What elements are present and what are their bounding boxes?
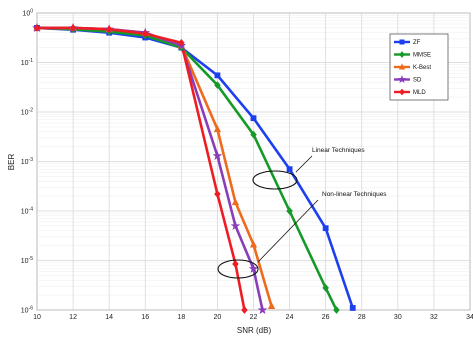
legend-marker-k-best (398, 63, 406, 70)
annotation-ellipse-linear (252, 170, 298, 190)
data-point-mld (178, 38, 185, 47)
legend-marker-zf (399, 39, 405, 45)
legend-label-zf: ZF (413, 40, 421, 46)
x-tick-label: 16 (141, 314, 149, 321)
series-line-mmse (36, 26, 338, 311)
data-point-sd (230, 220, 241, 230)
x-tick-label: 14 (105, 314, 113, 321)
y-tick-label: 10-5 (21, 256, 33, 265)
data-point-mmse (333, 306, 340, 314)
y-tick-label: 10-3 (21, 157, 33, 166)
legend-label-mmse: MMSE (413, 53, 431, 59)
data-point-mld (69, 24, 77, 32)
y-tick-label: 10-4 (21, 207, 33, 216)
x-tick-label: 18 (177, 314, 185, 321)
series-markers (32, 22, 356, 315)
x-tick-label: 28 (358, 314, 366, 321)
x-tick-label: 20 (214, 314, 222, 321)
x-axis-label: SNR (dB) (237, 326, 272, 335)
series-line-mld (37, 26, 246, 311)
x-tick-label: 12 (69, 314, 77, 321)
y-axis-label: BER (7, 154, 16, 171)
data-point-zf (322, 225, 329, 232)
data-point-mmse (286, 207, 293, 215)
data-point-mld (232, 260, 239, 268)
data-point-zf (349, 305, 356, 311)
annotation-nonlinear: Non-linear Techniques (217, 191, 387, 279)
y-tick-labels: 100 10-1 10-2 10-3 10-4 10-5 10-6 (21, 9, 33, 315)
data-point-k-best (267, 302, 276, 309)
data-point-sd (248, 263, 259, 273)
data-point-mmse (322, 284, 329, 292)
annotation-arrow-nonlinear (257, 199, 319, 263)
y-tick-label: 100 (22, 9, 33, 18)
y-tick-label: 10-1 (21, 58, 33, 67)
legend-marker-sd (397, 75, 407, 84)
data-point-sd (212, 150, 223, 160)
data-point-mld (214, 190, 221, 198)
annotation-text-linear: Linear Techniques (312, 147, 365, 154)
legend: ZF MMSE K-Best SD MLD (389, 33, 449, 101)
legend-marker-mld (399, 88, 405, 96)
data-point-k-best (213, 125, 222, 133)
x-tick-label: 10 (33, 314, 41, 321)
y-tick-label: 10-6 (21, 306, 33, 315)
data-point-zf (286, 166, 293, 173)
x-tick-label: 26 (322, 314, 330, 321)
annotation-linear: Linear Techniques (252, 147, 365, 190)
x-tick-label: 32 (430, 314, 438, 321)
legend-items: ZF MMSE K-Best SD MLD (394, 39, 431, 96)
annotation-ellipse-nonlinear (217, 259, 259, 279)
data-point-mld (141, 29, 149, 38)
data-point-k-best (249, 240, 258, 248)
data-point-zf (250, 115, 257, 122)
data-point-mld (241, 306, 248, 314)
y-tick-label: 10-2 (21, 108, 33, 117)
annotation-text-nonlinear: Non-linear Techniques (322, 191, 387, 198)
legend-label-mld: MLD (413, 90, 426, 96)
x-tick-label: 34 (466, 314, 473, 321)
data-point-mmse (250, 130, 257, 139)
legend-marker-mmse (399, 51, 405, 58)
annotation-arrow-linear (295, 155, 313, 173)
data-point-mmse (214, 81, 221, 89)
x-tick-label: 22 (250, 314, 258, 321)
legend-label-sd: SD (413, 78, 422, 84)
data-point-k-best (231, 198, 240, 206)
data-point-sd (257, 304, 268, 315)
data-point-zf (214, 72, 221, 79)
x-tick-labels: 10 12 14 16 18 20 22 24 26 28 30 32 34 (33, 314, 473, 321)
x-tick-label: 24 (286, 314, 294, 321)
legend-label-k-best: K-Best (413, 65, 431, 71)
x-tick-label: 30 (394, 314, 402, 321)
data-point-mld (33, 24, 41, 32)
data-point-mld (105, 25, 113, 34)
